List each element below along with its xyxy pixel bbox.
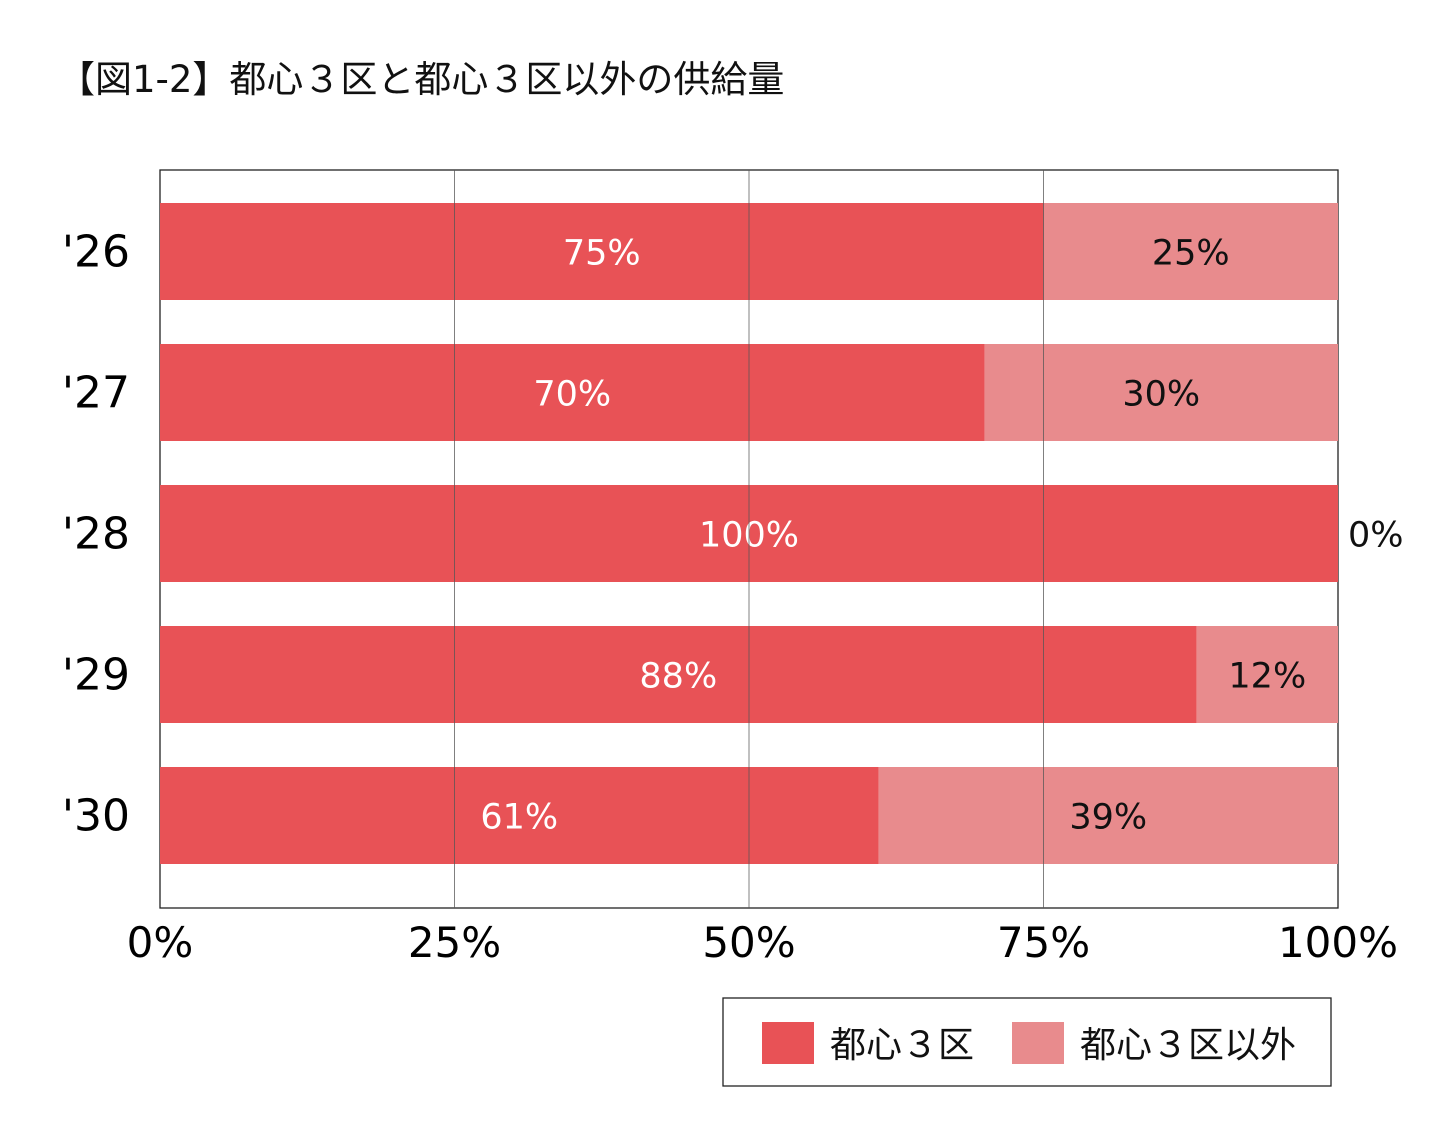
data-label: 39%: [1069, 798, 1147, 838]
bar-segment-other: [1043, 203, 1338, 300]
bar-segment-central: [160, 767, 879, 864]
chart-title: 【図1-2】都心３区と都心３区以外の供給量: [58, 58, 784, 101]
x-tick-label: 25%: [408, 918, 501, 967]
x-tick-label: 0%: [127, 918, 194, 967]
x-tick-label: 50%: [702, 918, 795, 967]
category-label: '29: [62, 650, 130, 701]
data-label: 0%: [1348, 516, 1404, 556]
data-label: 88%: [639, 657, 717, 697]
legend-label: 都心３区: [830, 1025, 974, 1066]
legend-swatch-central: [762, 1022, 814, 1064]
bar-segment-other: [878, 767, 1338, 864]
data-label: 25%: [1152, 234, 1230, 274]
category-label: '27: [62, 368, 130, 419]
data-label: 30%: [1122, 375, 1200, 415]
bar-segment-other: [1196, 626, 1338, 723]
category-label: '26: [62, 227, 130, 278]
x-tick-label: 75%: [997, 918, 1090, 967]
bar-segment-central: [160, 344, 985, 441]
data-label: 75%: [563, 234, 641, 274]
x-tick-label: 100%: [1278, 918, 1398, 967]
bar-segment-central: [160, 203, 1044, 300]
data-label: 12%: [1228, 657, 1306, 697]
data-label: 61%: [480, 798, 558, 838]
legend-label: 都心３区以外: [1080, 1025, 1296, 1066]
data-label: 70%: [533, 375, 611, 415]
bar-segment-central: [160, 626, 1197, 723]
category-label: '28: [62, 509, 130, 560]
category-label: '30: [62, 791, 130, 842]
legend-swatch-other: [1012, 1022, 1064, 1064]
